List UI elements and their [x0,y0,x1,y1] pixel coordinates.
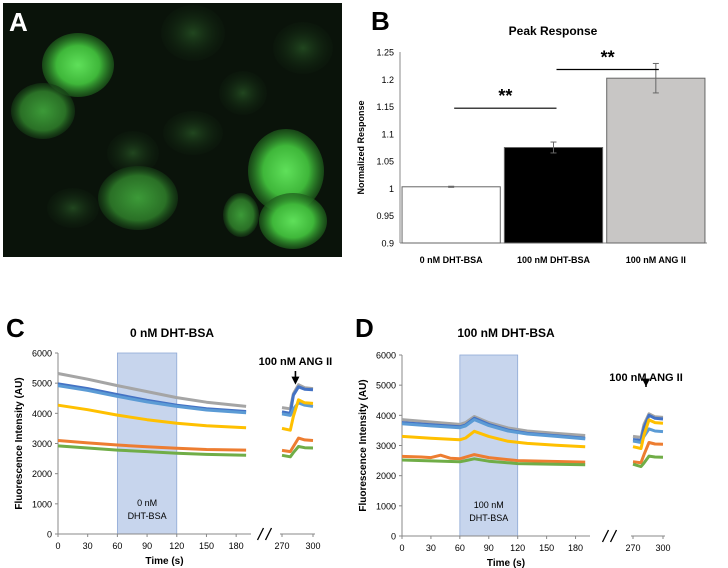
y-tick-label: 4000 [32,409,52,419]
trace-line [57,444,247,457]
y-tick-label: 6000 [376,351,396,361]
y-tick-label: 1.15 [376,102,394,112]
y-tick-label: 2000 [32,469,52,479]
axis-break-mark [609,529,618,543]
stimulus-label: 0 nM [137,498,157,508]
stimulus-label: 100 nM [474,500,504,510]
y-tick-label: 6000 [32,349,52,359]
x-axis-label: Time (s) [145,556,183,567]
y-tick-label: 1.05 [376,157,394,167]
chart-title: Peak Response [509,24,598,38]
x-tick-label: 270 [274,541,289,551]
trace-line-break [281,436,314,454]
ang-ii-arrow-head [642,378,650,387]
y-tick-label: 1.25 [376,48,394,58]
micrograph-panel: A [3,3,342,257]
trace-line-break [632,454,664,469]
x-tick-label: 60 [455,543,465,553]
x-tick-label: 30 [83,541,93,551]
trace-line-break [632,413,664,442]
axis-break-mark [256,527,265,541]
y-tick-label: 0.9 [381,239,394,249]
y-tick-label: 0 [391,532,396,542]
bar [606,77,706,244]
trace-line [401,415,586,437]
ang-ii-arrow-head [291,376,300,385]
y-tick-label: 3000 [32,439,52,449]
x-tick-label: 270 [625,543,640,553]
x-tick-label: 120 [510,543,525,553]
x-tick-label: 150 [199,541,214,551]
chart-title: 100 nM DHT-BSA [457,326,555,340]
y-tick-label: 1000 [32,499,52,509]
y-axis-label: Fluorescence Intensity (AU) [14,377,25,509]
panel-d-label: D [355,313,374,343]
x-tick-label: 120 [169,541,184,551]
x-tick-label: 0 [399,543,404,553]
panel-c-label: C [6,313,25,343]
x-tick-label: 150 [539,543,554,553]
x-axis-label: Time (s) [487,558,525,568]
micrograph-image [3,3,342,257]
axis-break-mark [264,527,273,541]
trace-line-break [281,445,314,459]
x-tick-label: 90 [142,541,152,551]
stimulus-window [459,354,519,537]
y-tick-label: 1.1 [381,129,394,139]
panel-a-label: A [9,7,28,37]
x-tick-label: 30 [426,543,436,553]
ang-ii-label: 100 nM ANG II [609,372,683,384]
bar [503,147,604,244]
x-tick-label: 100 nM DHT-BSA [517,255,591,265]
y-tick-label: 1000 [376,501,396,511]
trace-line [57,439,247,452]
y-tick-label: 4000 [376,411,396,421]
x-tick-label: 100 nM ANG II [626,255,686,265]
trace-line [401,453,586,464]
trace-line [57,372,247,408]
y-tick-label: 5000 [32,379,52,389]
stimulus-label: DHT-BSA [469,513,508,523]
trace-line [57,384,247,415]
y-tick-label: 0.95 [376,211,394,221]
peak-response-chart: Peak Response 0.9 0.95 1 1.05 1.1 1.15 1.2 1.25 N… [356,24,707,265]
panel-b-label: B [371,6,390,36]
x-tick-label: 0 [55,541,60,551]
trace-line-break [632,427,664,444]
y-axis-label: Fluorescence Intensity (AU) [358,379,369,511]
y-axis-label: Normalized Response [356,100,366,194]
x-tick-label: 0 nM DHT-BSA [420,255,484,265]
trace-line [401,429,586,449]
bar [401,186,501,244]
x-tick-label: 180 [229,541,244,551]
trace-line [401,418,586,441]
y-tick-label: 3000 [376,441,396,451]
y-tick-label: 2000 [376,471,396,481]
ang-ii-label: 100 nM ANG II [259,356,333,368]
trace-line-break [281,398,314,432]
x-tick-label: 300 [305,541,320,551]
significance-marker: ** [601,47,615,67]
x-tick-label: 60 [112,541,122,551]
y-tick-label: 0 [47,530,52,540]
axis-break-mark [601,529,610,543]
trace-line-break [632,441,664,465]
trace-line-break [281,385,314,415]
x-tick-label: 300 [655,543,670,553]
y-tick-label: 1.2 [381,75,394,85]
y-tick-label: 1 [389,184,394,194]
x-tick-label: 90 [484,543,494,553]
trace-line-break [632,418,664,450]
x-tick-label: 180 [568,543,583,553]
y-tick-label: 5000 [376,381,396,391]
stimulus-label: DHT-BSA [128,511,167,521]
significance-marker: ** [498,86,512,106]
chart-title: 0 nM DHT-BSA [130,326,214,340]
trace-line [401,457,586,467]
trace-line [57,403,247,430]
